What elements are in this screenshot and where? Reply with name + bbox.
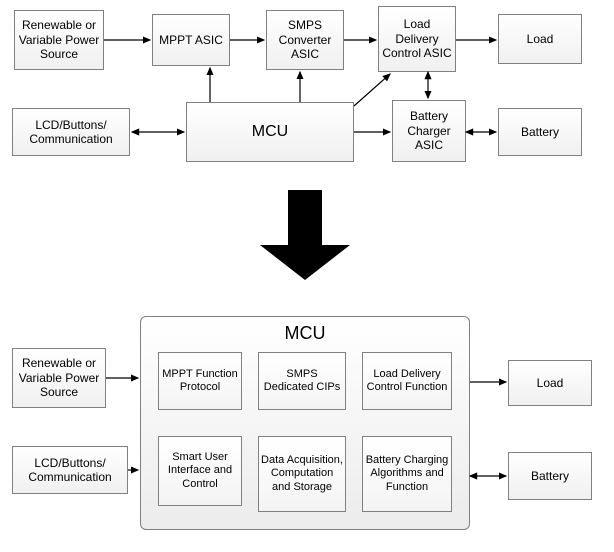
inner-smps: SMPS Dedicated CIPs — [258, 352, 346, 410]
node-charger-top: Battery Charger ASIC — [392, 100, 466, 162]
node-source-top: Renewable or Variable Power Source — [14, 10, 104, 70]
node-lcd-bot: LCD/Buttons/ Communication — [12, 446, 128, 494]
node-battery-top: Battery — [498, 108, 582, 156]
node-load-bot: Load — [508, 360, 592, 406]
node-load-top: Load — [498, 14, 582, 64]
inner-ui: Smart User Interface and Control — [158, 436, 242, 506]
node-ldc-top: Load Delivery Control ASIC — [378, 6, 456, 72]
node-source-bot: Renewable or Variable Power Source — [12, 348, 106, 408]
node-mppt-top: MPPT ASIC — [152, 14, 230, 66]
inner-data: Data Acquisition, Computation and Storag… — [258, 436, 346, 512]
node-lcd-top: LCD/Buttons/ Communication — [12, 108, 130, 156]
inner-mppt: MPPT Function Protocol — [158, 352, 242, 410]
node-smps-top: SMPS Converter ASIC — [266, 10, 344, 70]
node-battery-bot: Battery — [508, 452, 592, 500]
inner-batchg: Battery Charging Algorithms and Function — [362, 436, 452, 512]
node-mcu-top: MCU — [186, 102, 354, 162]
mcu-container-title: MCU — [141, 323, 469, 344]
inner-ldc: Load Delivery Control Function — [362, 352, 452, 410]
